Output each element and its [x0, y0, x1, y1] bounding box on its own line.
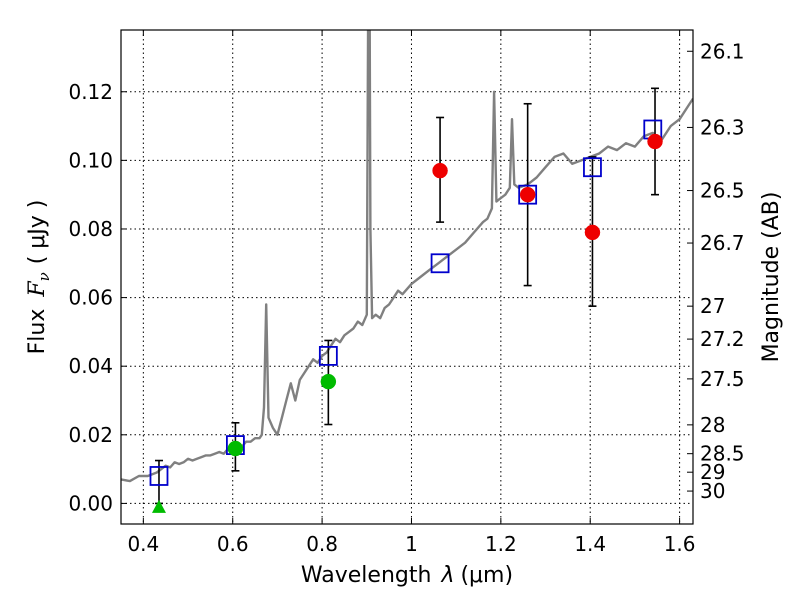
y-tick-label: 0.00 — [68, 491, 113, 515]
y2-tick-label: 26.1 — [700, 39, 745, 63]
y-tick-label: 0.04 — [68, 354, 113, 378]
y2-tick-label: 26.3 — [700, 115, 745, 139]
y-tick-label: 0.12 — [68, 80, 113, 104]
grid — [121, 30, 693, 524]
y-axis-title-prefix: Flux — [25, 309, 50, 355]
y2-tick-label: 29 — [700, 460, 725, 484]
y2-tick-label: 27 — [700, 294, 725, 318]
observed-circle-marker — [227, 440, 244, 457]
model-square-marker — [430, 253, 450, 274]
observed-circle-marker — [432, 162, 448, 179]
model-square-marker — [583, 157, 602, 178]
observed-circle-marker — [647, 133, 663, 150]
upper-limit-triangle-marker — [151, 499, 166, 513]
x-axis-title-unit: (μm) — [460, 563, 513, 588]
y-tick-label: 0.10 — [68, 148, 113, 172]
x-tick-label: 1.4 — [574, 532, 606, 556]
y2-axis-title: Magnitude (AB) — [759, 192, 784, 363]
model-square-marker — [518, 184, 538, 205]
x-axis-title-symbol: λ — [440, 563, 454, 588]
model-square-marker — [318, 346, 338, 366]
observed-circle-marker — [584, 224, 601, 241]
x-tick-label: 1 — [405, 532, 418, 556]
y-tick-label: 0.06 — [68, 286, 113, 310]
observed-circle-marker — [320, 373, 337, 390]
x-tick-label: 0.6 — [217, 532, 249, 556]
spectrum-line — [121, 30, 693, 483]
y2-tick-label: 27.5 — [700, 367, 745, 391]
axis-ticks: 0.4 0.6 0.8 1 1.2 1.4 1.6 0.00 0.02 0.04 0.06 0.08 0… — [68, 30, 745, 556]
observed-circle-marker — [519, 186, 536, 203]
x-axis-title-prefix: Wavelength — [301, 563, 432, 588]
y2-tick-label: 30 — [700, 479, 725, 503]
plot-frame — [120, 29, 694, 525]
y2-tick-label: 28.5 — [700, 442, 745, 466]
y2-tick-label: 27.2 — [700, 327, 745, 351]
y-axis-title-symbol: F — [25, 281, 50, 298]
plot-area — [121, 30, 693, 513]
y-axis-title: Flux Fν ( μJy ) — [25, 200, 53, 355]
y-axis-title-unit: ( μJy ) — [25, 200, 50, 265]
x-tick-label: 0.4 — [127, 532, 159, 556]
y2-tick-label: 28 — [700, 413, 725, 437]
model-square-marker — [149, 466, 169, 486]
y-tick-label: 0.02 — [68, 423, 113, 447]
y-axis-title-subscript: ν — [35, 272, 53, 281]
x-tick-label: 0.8 — [306, 532, 338, 556]
x-tick-label: 1.2 — [485, 532, 517, 556]
x-tick-label: 1.6 — [664, 532, 696, 556]
y2-tick-label: 26.7 — [700, 231, 745, 255]
y2-tick-label: 26.5 — [700, 179, 745, 203]
y-tick-label: 0.08 — [68, 217, 113, 241]
x-axis-title: Wavelength λ (μm) — [301, 563, 513, 588]
